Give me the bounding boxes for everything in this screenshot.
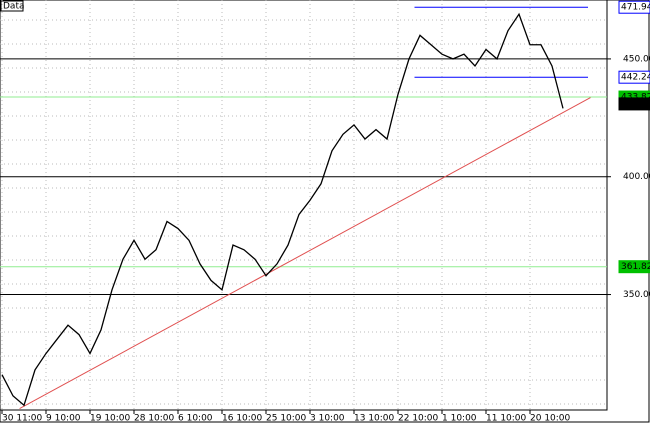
chart-title: Data (3, 2, 25, 12)
level-label: 471.94 (621, 3, 650, 13)
x-tick-label: 13 10:00 (354, 414, 395, 423)
x-tick-label: 28 10:00 (134, 414, 175, 423)
price-line (1, 12, 564, 407)
x-tick-label: 30 11:00 (2, 414, 43, 423)
level-label: 442.24 (621, 73, 650, 83)
y-tick-label: 450.00 (623, 54, 650, 64)
level-label-bg (618, 0, 650, 14)
level-label: 361.82 (621, 262, 650, 272)
level-label-bg (618, 260, 650, 274)
x-tick-label: 22 10:00 (398, 414, 439, 423)
y-tick-label: 350.00 (623, 290, 650, 300)
x-tick-label: 3 10:00 (310, 414, 345, 423)
level-label: 430.90 (621, 99, 650, 109)
x-tick-label: 1 10:00 (442, 414, 477, 423)
title-box (0, 0, 24, 12)
trendline (19, 97, 591, 410)
x-tick-label: 25 10:00 (266, 414, 307, 423)
x-tick-label: 20 10:00 (530, 414, 571, 423)
x-tick-label: 16 10:00 (222, 414, 263, 423)
y-tick-label: 400.00 (623, 172, 650, 182)
x-tick-label: 11 10:00 (486, 414, 527, 423)
x-tick-label: 9 10:00 (46, 414, 81, 423)
plot-area (0, 0, 608, 411)
level-label-bg (618, 97, 650, 111)
x-tick-label: 19 10:00 (90, 414, 131, 423)
level-label-bg (618, 70, 650, 84)
x-tick-label: 6 10:00 (178, 414, 213, 423)
